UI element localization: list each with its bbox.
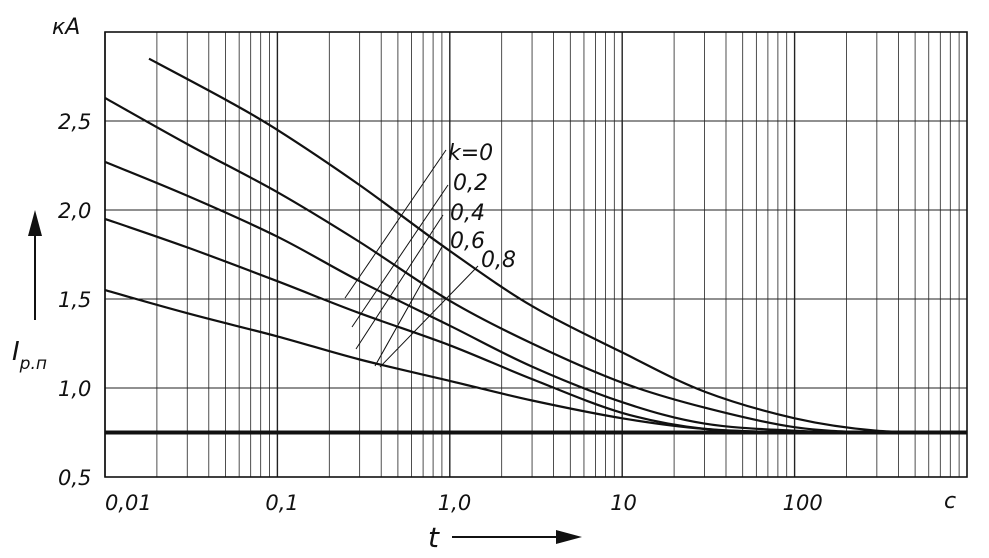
y-tick-label: 2,0 [58,199,91,223]
series-line-4 [104,289,967,434]
y-tick-label: 1,0 [58,377,91,401]
y-axis-label-sub: р.п [19,354,47,374]
series-line-0 [148,57,968,434]
series-label: 0,6 [450,229,485,254]
series-label: 0,8 [481,248,516,273]
x-axis-label: t [428,521,440,554]
y-unit-label: кА [52,15,80,40]
series-label: k=0 [448,141,493,166]
series-label: 0,2 [453,171,488,196]
labels: 0,01 0,1 1,0 10 100 0,5 1,0 1,5 2,0 2,5 k=0 0,2 0,4 0… [58,110,823,515]
grid [104,32,967,478]
x-tick-label: 10 [610,491,637,515]
leader-line [379,265,479,368]
y-tick-label: 2,5 [58,110,91,134]
leader-line [355,214,444,350]
y-tick-label: 1,5 [58,288,91,312]
x-axis-arrow-icon [452,530,582,544]
leader-line [374,244,444,367]
y-axis-label-main: I [12,337,20,367]
series-label: 0,4 [450,201,485,226]
x-unit-label: с [944,489,956,514]
series-group [104,57,968,435]
y-axis-arrow-icon [28,210,42,320]
leader-line [351,184,449,328]
y-axis-label: Iр.п [12,337,47,374]
x-tick-label: 100 [783,491,823,515]
x-tick-label: 0,1 [265,491,298,515]
leader-line [344,149,447,299]
leader-lines [344,149,479,368]
x-tick-label: 0,01 [105,491,152,515]
series-line-1 [104,96,968,434]
plot-frame [104,31,968,478]
y-tick-label: 0,5 [58,466,91,490]
x-tick-label: 1,0 [438,491,471,515]
series-line-2 [104,160,968,434]
